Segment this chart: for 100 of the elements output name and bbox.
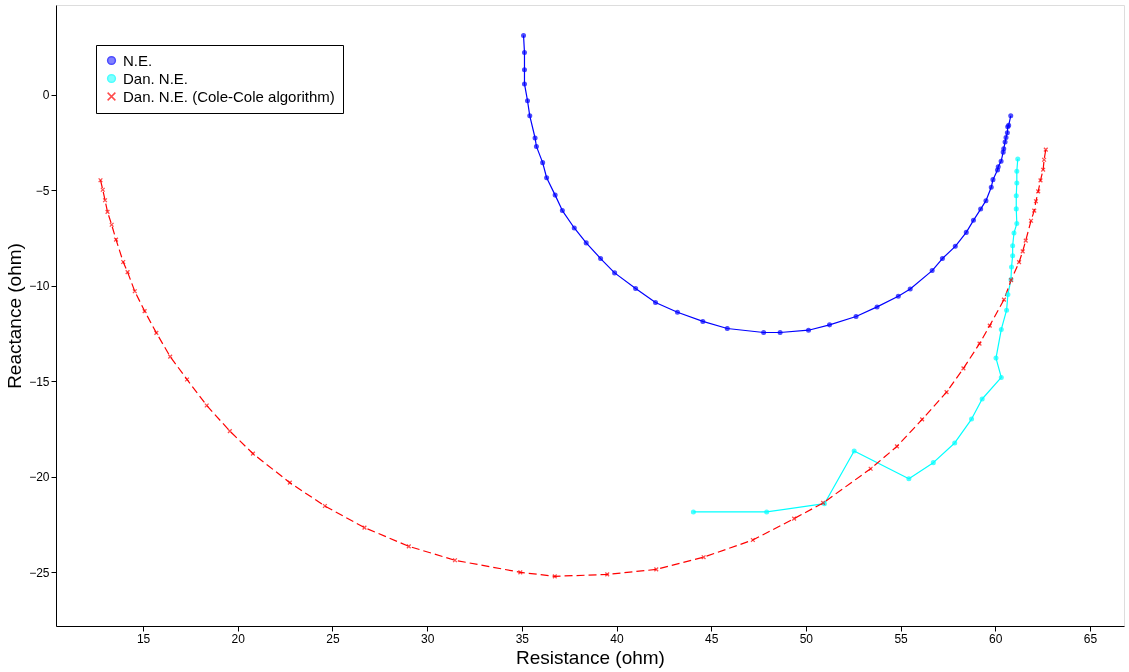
point bbox=[993, 355, 999, 361]
point bbox=[969, 416, 975, 422]
point bbox=[1010, 243, 1016, 249]
point bbox=[894, 443, 900, 449]
x-tick-label: 20 bbox=[231, 631, 246, 646]
point bbox=[521, 50, 527, 56]
point bbox=[521, 33, 527, 39]
y-tick-label: −20 bbox=[29, 470, 50, 485]
point bbox=[944, 389, 950, 395]
point bbox=[895, 293, 901, 299]
point bbox=[153, 330, 159, 336]
point bbox=[930, 460, 936, 466]
point bbox=[142, 308, 148, 314]
x-tick-label: 45 bbox=[705, 631, 719, 646]
point bbox=[806, 327, 812, 333]
point bbox=[674, 309, 681, 315]
point bbox=[1013, 193, 1019, 199]
point bbox=[983, 198, 989, 204]
point bbox=[1005, 291, 1011, 297]
point bbox=[521, 67, 527, 73]
x-tick-label: 35 bbox=[515, 631, 530, 646]
point bbox=[952, 243, 958, 249]
point bbox=[1028, 218, 1034, 224]
y-tick-label: −5 bbox=[35, 183, 50, 198]
point bbox=[1010, 253, 1016, 259]
point bbox=[287, 480, 293, 486]
point bbox=[1031, 208, 1037, 214]
point bbox=[939, 256, 945, 262]
y-tick-label: −10 bbox=[29, 279, 50, 294]
point bbox=[250, 451, 256, 457]
x-tick-label: 60 bbox=[989, 631, 1003, 646]
point bbox=[874, 304, 880, 310]
point bbox=[1040, 167, 1046, 173]
point bbox=[653, 299, 659, 306]
point bbox=[998, 326, 1004, 332]
point bbox=[700, 318, 706, 324]
point bbox=[987, 323, 993, 329]
point bbox=[521, 81, 527, 87]
point bbox=[690, 509, 696, 515]
point bbox=[1043, 147, 1049, 153]
point bbox=[583, 240, 589, 246]
y-tick-label: −25 bbox=[29, 566, 50, 580]
point bbox=[1004, 130, 1010, 136]
point bbox=[827, 322, 833, 328]
point bbox=[1009, 264, 1015, 270]
point bbox=[929, 268, 935, 274]
point bbox=[1001, 297, 1007, 303]
y-axis-title: Reactance (ohm) bbox=[4, 243, 26, 389]
point bbox=[1033, 198, 1039, 204]
point bbox=[1008, 113, 1014, 119]
point bbox=[761, 329, 767, 336]
point bbox=[907, 286, 913, 292]
point bbox=[724, 325, 730, 332]
point bbox=[612, 270, 618, 276]
point bbox=[998, 158, 1004, 164]
point bbox=[906, 476, 912, 482]
point bbox=[701, 554, 707, 560]
point bbox=[527, 113, 533, 119]
point bbox=[1016, 259, 1022, 265]
point bbox=[102, 197, 108, 203]
point bbox=[125, 269, 131, 275]
point bbox=[524, 98, 531, 104]
point bbox=[97, 177, 104, 183]
point bbox=[1004, 307, 1010, 313]
point bbox=[1011, 230, 1017, 236]
point bbox=[104, 209, 111, 215]
point bbox=[1023, 238, 1029, 244]
point bbox=[998, 374, 1004, 380]
point bbox=[533, 143, 539, 149]
point bbox=[868, 466, 874, 472]
point bbox=[167, 354, 173, 360]
point bbox=[1014, 221, 1020, 227]
point bbox=[552, 192, 558, 198]
point bbox=[963, 229, 969, 235]
point bbox=[532, 135, 538, 141]
x-tick-label: 30 bbox=[420, 631, 435, 646]
point bbox=[1014, 180, 1020, 186]
point bbox=[1041, 157, 1047, 163]
point bbox=[979, 396, 985, 402]
point bbox=[540, 160, 546, 166]
point bbox=[970, 217, 976, 223]
point bbox=[764, 509, 770, 515]
point bbox=[559, 208, 565, 214]
point bbox=[184, 376, 190, 383]
point bbox=[452, 557, 458, 563]
x-tick-label: 65 bbox=[1083, 631, 1098, 646]
point bbox=[1014, 168, 1020, 174]
point bbox=[571, 225, 577, 231]
point bbox=[952, 440, 958, 446]
y-tick-label: 0 bbox=[42, 88, 50, 103]
x-tick-label: 15 bbox=[136, 631, 151, 646]
legend-label: Dan. N.E. bbox=[123, 69, 189, 87]
point bbox=[777, 329, 783, 336]
legend-label: Dan. N.E. (Cole-Cole algorithm) bbox=[123, 87, 335, 105]
point bbox=[113, 237, 119, 243]
point bbox=[851, 448, 857, 454]
point bbox=[544, 175, 550, 181]
point bbox=[1002, 139, 1008, 145]
x-tick-label: 55 bbox=[894, 631, 909, 646]
x-axis-title: Resistance (ohm) bbox=[516, 646, 665, 668]
